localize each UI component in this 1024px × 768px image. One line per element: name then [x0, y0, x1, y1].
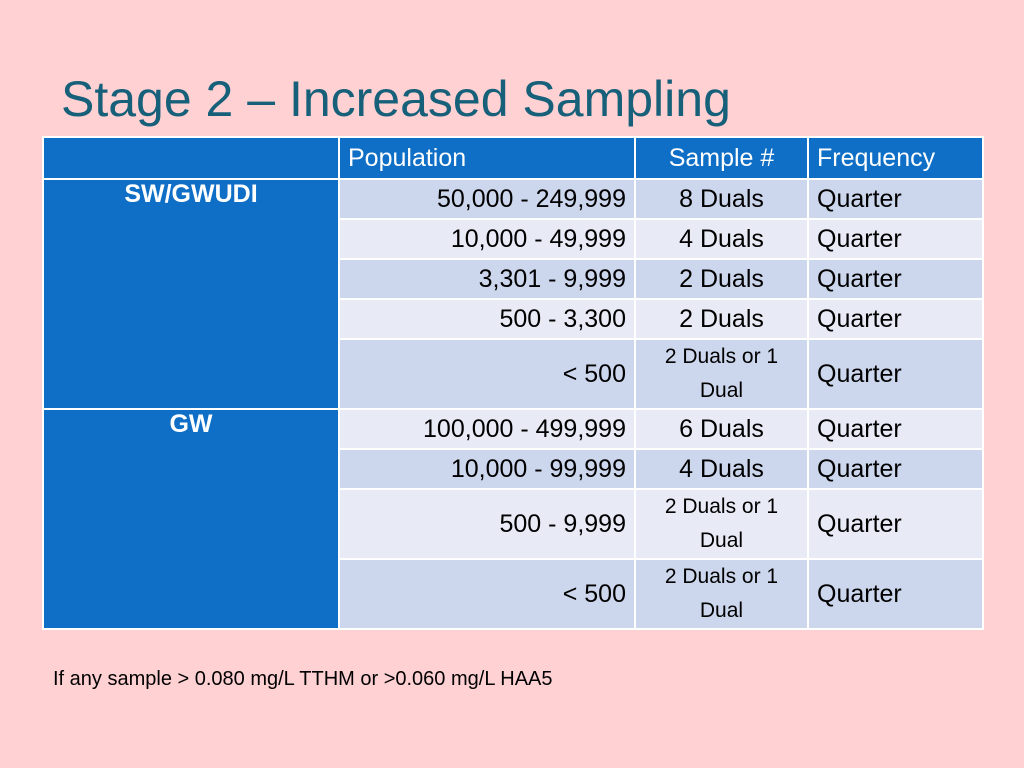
- frequency-cell: Quarter: [807, 448, 984, 490]
- frequency-cell: Quarter: [807, 178, 984, 220]
- table-row: < 500 2 Duals or 1 Dual Quarter: [43, 338, 984, 410]
- table-row: GW 100,000 - 499,999 6 Duals Quarter: [42, 408, 984, 630]
- sample-cell: 6 Duals: [634, 408, 809, 450]
- sample-cell: 2 Duals or 1 Dual: [634, 558, 809, 630]
- sample-cell: 8 Duals: [634, 178, 809, 220]
- header-blank-cell: [42, 136, 340, 180]
- population-cell: 10,000 - 49,999: [338, 218, 636, 260]
- table-row: 10,000 - 49,999 4 Duals Quarter: [43, 218, 984, 260]
- population-cell: 10,000 - 99,999: [338, 448, 636, 490]
- sample-cell: 2 Duals: [634, 258, 809, 300]
- table-row: 3,301 - 9,999 2 Duals Quarter: [43, 258, 984, 300]
- table-row: < 500 2 Duals or 1 Dual Quarter: [43, 558, 984, 630]
- table-row: 500 - 9,999 2 Duals or 1 Dual Quarter: [43, 488, 984, 560]
- sample-cell: 2 Duals or 1 Dual: [634, 488, 809, 560]
- population-cell: 3,301 - 9,999: [338, 258, 636, 300]
- frequency-cell: Quarter: [807, 298, 984, 340]
- frequency-cell: Quarter: [807, 218, 984, 260]
- population-cell: < 500: [338, 558, 636, 630]
- table-row: 10,000 - 99,999 4 Duals Quarter: [43, 448, 984, 490]
- frequency-cell: Quarter: [807, 558, 984, 630]
- group-label-sw-gwudi: SW/GWUDI: [42, 178, 340, 410]
- table-row: SW/GWUDI 50,000 - 249,999 8 Duals Quarte…: [42, 178, 984, 410]
- footnote: If any sample > 0.080 mg/L TTHM or >0.06…: [53, 668, 553, 690]
- group-label-gw: GW: [42, 408, 340, 630]
- sample-cell: 4 Duals: [634, 448, 809, 490]
- population-cell: 500 - 9,999: [338, 488, 636, 560]
- frequency-cell: Quarter: [807, 408, 984, 450]
- header-sample-number: Sample #: [634, 136, 809, 180]
- population-cell: < 500: [338, 338, 636, 410]
- population-cell: 50,000 - 249,999: [338, 178, 636, 220]
- table-header-row: Population Sample # Frequency: [42, 136, 984, 180]
- population-cell: 500 - 3,300: [338, 298, 636, 340]
- frequency-cell: Quarter: [807, 488, 984, 560]
- header-population: Population: [338, 136, 636, 180]
- sample-cell: 4 Duals: [634, 218, 809, 260]
- population-cell: 100,000 - 499,999: [338, 408, 636, 450]
- table-row: 500 - 3,300 2 Duals Quarter: [43, 298, 984, 340]
- sample-cell: 2 Duals: [634, 298, 809, 340]
- header-frequency: Frequency: [807, 136, 984, 180]
- sampling-table: Population Sample # Frequency SW/GWUDI 5…: [42, 136, 984, 630]
- frequency-cell: Quarter: [807, 258, 984, 300]
- frequency-cell: Quarter: [807, 338, 984, 410]
- sample-cell: 2 Duals or 1 Dual: [634, 338, 809, 410]
- slide-title: Stage 2 – Increased Sampling: [61, 71, 731, 127]
